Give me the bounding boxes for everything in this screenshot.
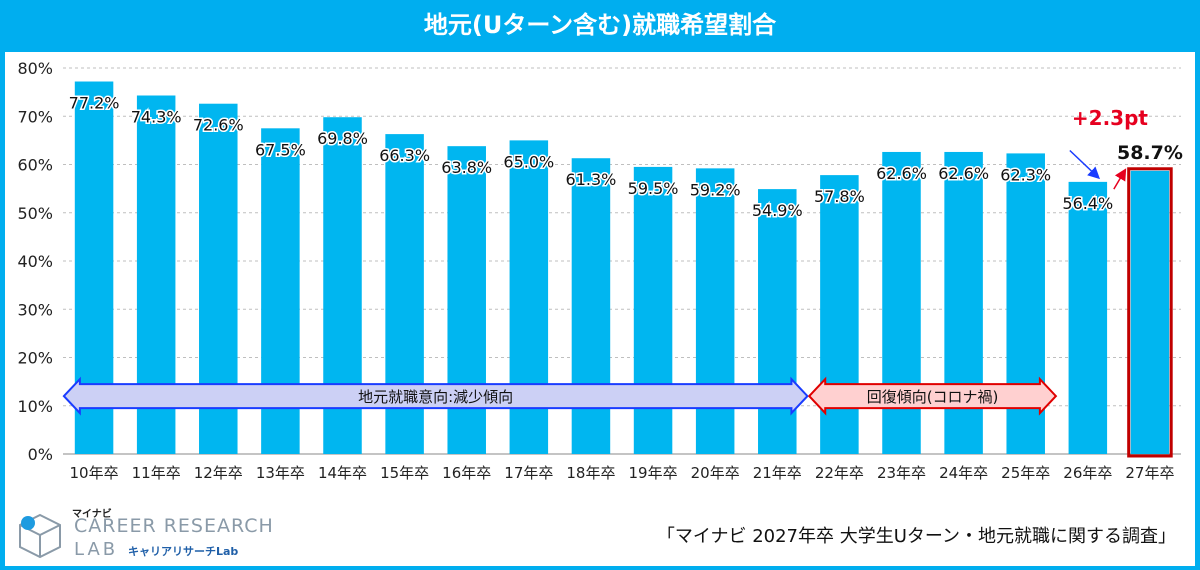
data-label: 62.3% bbox=[1000, 165, 1051, 184]
x-tick-label: 19年卒 bbox=[629, 464, 678, 482]
data-label: 66.3% bbox=[379, 146, 430, 165]
trend-arrow bbox=[807, 376, 1058, 416]
brand-small-label: マイナビ bbox=[72, 509, 112, 520]
x-tick-label: 21年卒 bbox=[753, 464, 802, 482]
x-tick-label: 17年卒 bbox=[504, 464, 553, 482]
x-tick-label: 10年卒 bbox=[70, 464, 119, 482]
data-label: 61.3% bbox=[566, 170, 617, 189]
data-label: 59.2% bbox=[690, 180, 741, 199]
data-label: 62.6% bbox=[876, 164, 927, 183]
increase-arrow bbox=[1113, 168, 1127, 190]
data-label: 77.2% bbox=[69, 94, 120, 113]
brand-sub-label: キャリアリサーチLab bbox=[128, 545, 239, 558]
decrease-arrow bbox=[1069, 149, 1101, 180]
data-label: 59.5% bbox=[628, 179, 679, 198]
x-tick-label: 25年卒 bbox=[1001, 464, 1050, 482]
y-tick-label: 70% bbox=[17, 107, 53, 126]
brand-logo: マイナビ CAREER RESEARCH LAB キャリアリサーチLab bbox=[12, 505, 292, 563]
brand-main-label: CAREER RESEARCH bbox=[74, 515, 274, 537]
change-label: +2.3pt bbox=[1072, 106, 1149, 130]
x-tick-label: 13年卒 bbox=[256, 464, 305, 482]
brand-lab-label: LAB bbox=[74, 539, 119, 560]
data-label: 63.8% bbox=[441, 158, 492, 177]
bar bbox=[758, 189, 797, 455]
y-tick-label: 60% bbox=[17, 156, 53, 175]
data-label: 62.6% bbox=[938, 164, 989, 183]
x-tick-label: 11年卒 bbox=[132, 464, 181, 482]
bar bbox=[633, 166, 673, 454]
data-label: 67.5% bbox=[255, 140, 306, 159]
data-label: 69.8% bbox=[317, 129, 368, 148]
bar bbox=[695, 168, 735, 455]
x-tick-label: 24年卒 bbox=[939, 464, 988, 482]
data-label: 58.7% bbox=[1117, 142, 1183, 164]
trend-label: 回復傾向(コロナ禍) bbox=[867, 388, 999, 406]
x-tick-label: 16年卒 bbox=[442, 464, 491, 482]
data-label: 72.6% bbox=[193, 116, 244, 135]
y-tick-label: 30% bbox=[17, 300, 53, 319]
x-tick-label: 22年卒 bbox=[815, 464, 864, 482]
data-label: 65.0% bbox=[503, 152, 554, 171]
y-tick-label: 10% bbox=[17, 397, 53, 416]
source-note: 「マイナビ 2027年卒 大学生Uターン・地元就職に関する調査」 bbox=[656, 526, 1176, 547]
x-tick-label: 12年卒 bbox=[194, 464, 243, 482]
bar-chart: 0% 10% 20% 30% 40% 50% 60% 70% 80% 77.2% 74.3% 72.6… bbox=[17, 59, 1183, 482]
y-tick-label: 0% bbox=[28, 445, 53, 464]
y-tick-label: 20% bbox=[17, 349, 53, 368]
x-tick-label: 20年卒 bbox=[691, 464, 740, 482]
data-label: 56.4% bbox=[1062, 194, 1113, 213]
highlight-box bbox=[1127, 167, 1173, 458]
trend-arrow bbox=[62, 376, 809, 416]
data-label: 57.8% bbox=[814, 187, 865, 206]
chart-title: 地元(Uターン含む)就職希望割合 bbox=[423, 11, 777, 39]
x-tick-label: 14年卒 bbox=[318, 464, 367, 482]
x-tick-label: 15年卒 bbox=[380, 464, 429, 482]
y-tick-label: 40% bbox=[17, 252, 53, 271]
x-tick-label: 26年卒 bbox=[1063, 464, 1112, 482]
x-tick-label: 23年卒 bbox=[877, 464, 926, 482]
cube-logo-icon bbox=[19, 513, 61, 559]
chart-panel: 0% 10% 20% 30% 40% 50% 60% 70% 80% 77.2% 74.3% 72.6… bbox=[5, 52, 1195, 566]
x-tick-label: 18年卒 bbox=[566, 464, 615, 482]
bar bbox=[571, 158, 611, 454]
x-tick-label: 27年卒 bbox=[1125, 464, 1174, 482]
data-label: 74.3% bbox=[131, 108, 182, 127]
y-tick-label: 80% bbox=[17, 59, 53, 78]
trend-label: 地元就職意向:減少傾向 bbox=[358, 388, 513, 406]
data-label: 54.9% bbox=[752, 201, 803, 220]
y-tick-label: 50% bbox=[17, 204, 53, 223]
bar bbox=[1068, 181, 1108, 454]
bar bbox=[1130, 170, 1170, 454]
